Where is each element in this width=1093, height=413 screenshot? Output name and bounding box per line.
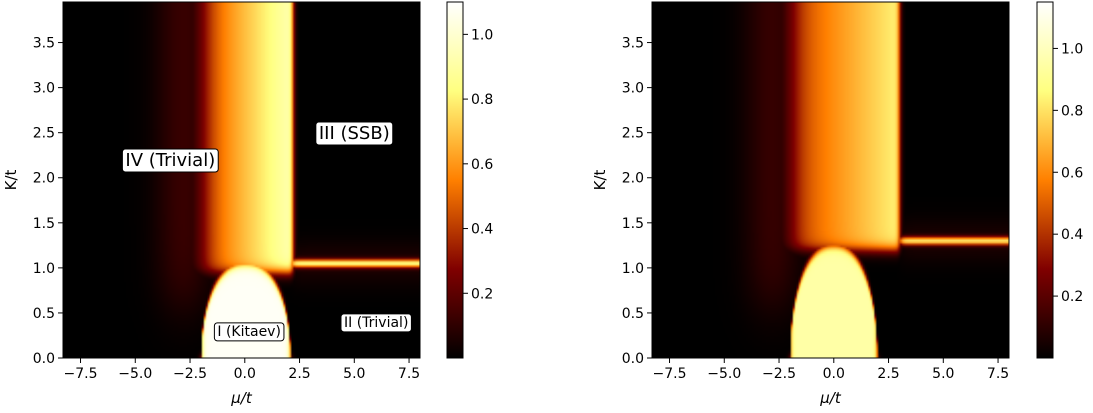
x-tick-label: 0.0 — [823, 366, 845, 382]
x-tick-label: 7.5 — [398, 366, 420, 382]
plot-frame — [62, 1, 421, 359]
colorbar-tick-label: 0.4 — [471, 222, 493, 238]
colorbar — [446, 1, 464, 359]
x-tick-label: 2.5 — [877, 366, 899, 382]
left-heatmap-panel: −7.5 −5.0 −2.5 0.0 2.5 5.0 7.5 0.0 0.5 1.0 1.5 2.0 2… — [2, 1, 493, 407]
heatmap-image — [652, 2, 1009, 358]
colorbar-tick-label: 0.6 — [471, 157, 493, 173]
x-axis-label: μ/t — [819, 389, 842, 407]
y-tick-label: 2.0 — [622, 171, 644, 187]
x-tick-label: 5.0 — [932, 366, 954, 382]
region-annotation: III (SSB) — [315, 121, 394, 146]
y-tick-label: 1.5 — [622, 216, 644, 232]
x-tick-label: −5.0 — [118, 366, 152, 382]
colorbar-tick-label: 0.2 — [1061, 289, 1083, 305]
x-axis-label: μ/t — [230, 389, 253, 407]
region-label: II (Trivial) — [344, 315, 408, 331]
y-tick-label: 1.0 — [622, 261, 644, 277]
x-tick-label: 0.0 — [234, 366, 256, 382]
y-tick-label: 0.0 — [33, 351, 55, 367]
region-label: III (SSB) — [319, 123, 390, 144]
plot-frame — [651, 1, 1010, 359]
y-tick-label: 0.5 — [33, 306, 55, 322]
right-heatmap-panel: −7.5 −5.0 −2.5 0.0 2.5 5.0 7.5 0.0 0.5 1.0 1.5 2.0 2… — [591, 1, 1083, 407]
y-tick-label: 3.5 — [622, 36, 644, 52]
x-tick-label: −5.0 — [707, 366, 741, 382]
x-tick-label: −7.5 — [653, 366, 687, 382]
x-tick-label: −2.5 — [762, 366, 796, 382]
region-annotation: II (Trivial) — [340, 313, 412, 333]
y-tick-label: 0.5 — [622, 306, 644, 322]
colorbar-tick-label: 0.4 — [1061, 227, 1083, 243]
x-tick-label: −2.5 — [173, 366, 207, 382]
y-tick-label: 3.0 — [33, 81, 55, 97]
y-axis-label: K/t — [2, 170, 20, 191]
colorbar-tick-label: 1.0 — [471, 27, 493, 43]
colorbar-tick-label: 0.2 — [471, 286, 493, 302]
colorbar-tick-label: 1.0 — [1061, 41, 1083, 57]
y-tick-label: 1.5 — [33, 216, 55, 232]
y-tick-label: 1.0 — [33, 261, 55, 277]
colorbar-tick-label: 0.8 — [471, 92, 493, 108]
heatmap-image — [63, 2, 420, 358]
x-tick-label: 2.5 — [288, 366, 310, 382]
y-axis-label: K/t — [591, 170, 609, 191]
y-tick-label: 3.5 — [33, 36, 55, 52]
y-tick-label: 0.0 — [622, 351, 644, 367]
x-tick-label: 5.0 — [343, 366, 365, 382]
x-tick-label: −7.5 — [64, 366, 98, 382]
y-tick-label: 3.0 — [622, 81, 644, 97]
region-label: IV (Trivial) — [125, 150, 215, 171]
region-annotation: IV (Trivial) — [121, 148, 219, 173]
colorbar-tick-label: 0.8 — [1061, 103, 1083, 119]
colorbar-tick-label: 0.6 — [1061, 165, 1083, 181]
y-tick-label: 2.0 — [33, 171, 55, 187]
x-tick-label: 7.5 — [987, 366, 1009, 382]
colorbar — [1036, 1, 1054, 359]
region-annotation: I (Kitaev) — [213, 322, 285, 342]
y-tick-label: 2.5 — [622, 126, 644, 142]
y-tick-label: 2.5 — [33, 126, 55, 142]
region-label: I (Kitaev) — [217, 324, 281, 340]
